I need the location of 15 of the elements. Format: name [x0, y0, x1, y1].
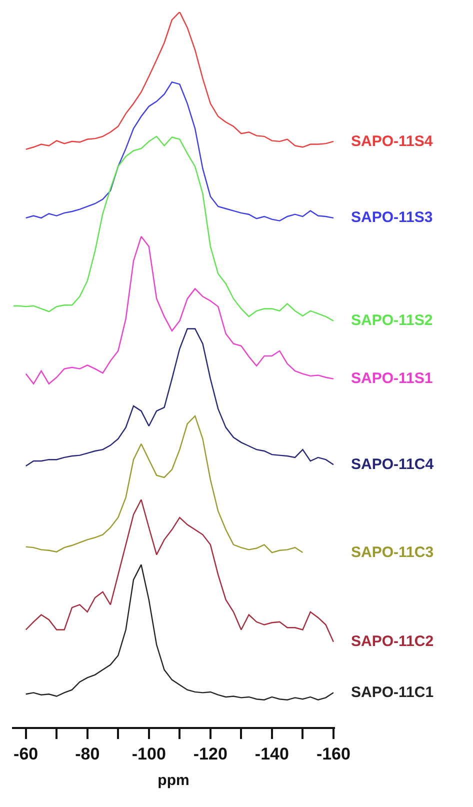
x-tick-label: -160: [316, 744, 350, 764]
series-label: SAPO-11S4: [351, 133, 434, 150]
series-label: SAPO-11S1: [351, 370, 433, 387]
series-label: SAPO-11S2: [351, 312, 433, 329]
x-axis-title: ppm: [158, 772, 190, 789]
series-label: SAPO-11C2: [351, 633, 434, 650]
x-tick-label: -80: [75, 744, 100, 764]
series-label: SAPO-11S3: [351, 209, 433, 226]
x-tick-label: -120: [193, 744, 228, 764]
text: SAPO-11C3: [351, 544, 434, 561]
series-label: SAPO-11C4: [351, 456, 434, 473]
series-label: SAPO-11C1: [351, 684, 434, 701]
x-tick-label: -100: [132, 744, 166, 764]
x-tick-label: -140: [254, 744, 289, 764]
x-tick-label: -60: [14, 744, 38, 764]
